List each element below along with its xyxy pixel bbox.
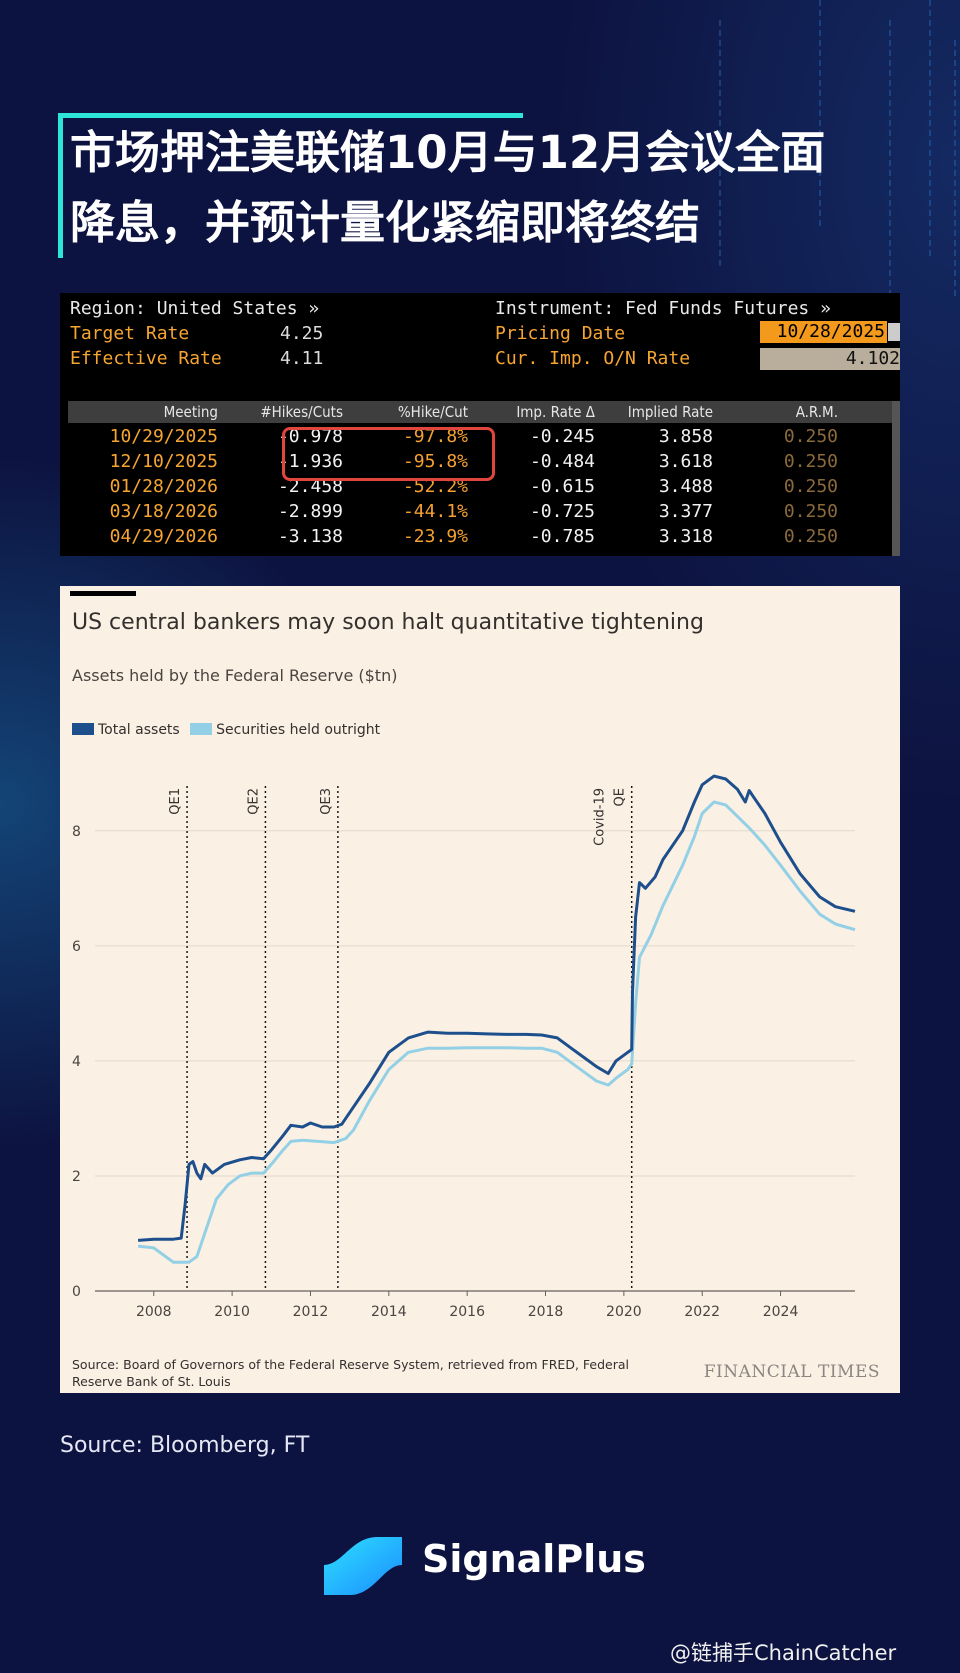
cell-meeting: 04/29/2026 xyxy=(109,526,218,547)
y-tick-label: 8 xyxy=(72,824,81,840)
cell-hikes: -2.458 xyxy=(277,476,343,497)
cell-implied: 3.618 xyxy=(658,451,713,472)
cell-arm: 0.250 xyxy=(783,426,838,447)
x-tick-label: 2018 xyxy=(528,1304,564,1320)
series-total-assets xyxy=(137,774,856,1242)
cell-implied: 3.318 xyxy=(658,526,713,547)
legend-swatch-total xyxy=(72,723,94,735)
cur-rate-label: Cur. Imp. O/N Rate xyxy=(495,348,691,369)
table-row[interactable]: 04/29/2026 -3.138 -23.9% -0.785 3.318 0.250 xyxy=(68,524,900,550)
cell-delta: -0.725 xyxy=(529,501,595,522)
annotation-label: Covid-19 xyxy=(593,788,608,846)
table-row[interactable]: 10/29/2025 -0.978 -97.8% -0.245 3.858 0.250 xyxy=(68,424,900,450)
signalplus-logo-icon xyxy=(324,1537,402,1595)
cell-delta: -0.615 xyxy=(529,476,595,497)
cell-delta: -0.245 xyxy=(529,426,595,447)
brand-logo: SignalPlus xyxy=(322,1535,646,1600)
cell-pct: -23.9% xyxy=(402,526,468,547)
legend-swatch-securities xyxy=(190,723,213,735)
region-label[interactable]: Region: United States » xyxy=(70,298,320,319)
ft-logo: FINANCIAL TIMES xyxy=(703,1362,880,1382)
brand-name: SignalPlus xyxy=(422,1537,646,1581)
cell-meeting: 03/18/2026 xyxy=(109,501,218,522)
col-arm[interactable]: A.R.M. xyxy=(795,403,838,421)
chart-source: Source: Board of Governors of the Federa… xyxy=(72,1357,629,1389)
y-tick-label: 0 xyxy=(72,1284,81,1300)
annotation-label: QE xyxy=(613,788,628,806)
bloomberg-terminal-panel: Region: United States » Instrument: Fed … xyxy=(60,293,900,556)
y-tick-label: 4 xyxy=(72,1054,81,1070)
table-row[interactable]: 03/18/2026 -2.899 -44.1% -0.725 3.377 0.250 xyxy=(68,499,900,525)
table-header: Meeting #Hikes/Cuts %Hike/Cut Imp. Rate … xyxy=(68,401,900,423)
cell-pct: -44.1% xyxy=(402,501,468,522)
series-securities-held xyxy=(137,800,856,1264)
headline-frame xyxy=(58,113,523,258)
annotation-label: QE2 xyxy=(246,788,261,815)
highlight-box xyxy=(282,427,495,481)
cell-hikes: -2.899 xyxy=(277,501,343,522)
cell-arm: 0.250 xyxy=(783,476,838,497)
cell-hikes: -0.978 xyxy=(277,426,343,447)
calendar-icon[interactable] xyxy=(888,323,900,341)
cell-implied: 3.858 xyxy=(658,426,713,447)
headline-line1: 市场押注美联储10月与12月会议全面 xyxy=(70,126,826,179)
headline-line2: 降息，并预计量化紧缩即将终结 xyxy=(70,196,701,249)
effective-rate-label: Effective Rate xyxy=(70,348,222,369)
x-tick-label: 2020 xyxy=(606,1304,642,1320)
table-row[interactable]: 01/28/2026 -2.458 -52.2% -0.615 3.488 0.250 xyxy=(68,474,900,500)
cell-pct: -52.2% xyxy=(402,476,468,497)
watermark: @链捕手ChainCatcher xyxy=(670,1641,897,1665)
cell-meeting: 12/10/2025 xyxy=(109,451,218,472)
cell-pct: -97.8% xyxy=(402,426,468,447)
page-source: Source: Bloomberg, FT xyxy=(60,1433,310,1458)
cell-meeting: 10/29/2025 xyxy=(109,426,218,447)
pricing-date-label: Pricing Date xyxy=(495,323,626,344)
col-pct[interactable]: %Hike/Cut xyxy=(397,403,468,421)
cell-hikes: -3.138 xyxy=(277,526,343,547)
col-meeting[interactable]: Meeting xyxy=(163,403,218,421)
x-tick-label: 2014 xyxy=(371,1304,407,1320)
cell-meeting: 01/28/2026 xyxy=(109,476,218,497)
legend-label-total: Total assets xyxy=(98,722,180,738)
ft-chart-card: US central bankers may soon halt quantit… xyxy=(60,586,900,1393)
ft-top-bar xyxy=(70,591,136,596)
cell-delta: -0.785 xyxy=(529,526,595,547)
cell-implied: 3.488 xyxy=(658,476,713,497)
col-implied[interactable]: Implied Rate xyxy=(627,403,713,421)
chart-title: US central bankers may soon halt quantit… xyxy=(72,610,704,635)
chart-plot: 0 2 4 6 8 2008 2010 2012 2014 2016 2018 2020 2022 202… xyxy=(72,774,856,1320)
cell-hikes: -1.936 xyxy=(277,451,343,472)
x-tick-label: 2010 xyxy=(214,1304,250,1320)
cell-arm: 0.250 xyxy=(783,501,838,522)
target-rate-label: Target Rate xyxy=(70,323,190,344)
annotation-label: QE1 xyxy=(168,788,183,815)
chart-subtitle: Assets held by the Federal Reserve ($tn) xyxy=(72,666,398,685)
x-tick-label: 2008 xyxy=(136,1304,172,1320)
pricing-date-field[interactable]: 10/28/2025 xyxy=(760,321,887,343)
effective-rate-value: 4.11 xyxy=(280,348,324,369)
col-hikes[interactable]: #Hikes/Cuts xyxy=(260,403,343,421)
scrollbar[interactable] xyxy=(892,401,900,556)
x-tick-label: 2016 xyxy=(449,1304,485,1320)
table-row[interactable]: 12/10/2025 -1.936 -95.8% -0.484 3.618 0.250 xyxy=(68,449,900,475)
cell-arm: 0.250 xyxy=(783,526,838,547)
cell-delta: -0.484 xyxy=(529,451,595,472)
cur-rate-field: 4.102 xyxy=(760,348,900,370)
headline: 市场押注美联储10月与12月会议全面 降息，并预计量化紧缩即将终结 xyxy=(70,118,890,258)
cell-pct: -95.8% xyxy=(402,451,468,472)
y-tick-label: 2 xyxy=(72,1169,81,1185)
annotation-label: QE3 xyxy=(319,788,334,815)
target-rate-value: 4.25 xyxy=(280,323,324,344)
x-tick-label: 2024 xyxy=(763,1304,799,1320)
decorative-lines xyxy=(719,0,956,330)
x-tick-label: 2012 xyxy=(293,1304,329,1320)
x-tick-label: 2022 xyxy=(684,1304,720,1320)
chart-legend: Total assets Securities held outright xyxy=(72,722,380,738)
instrument-label[interactable]: Instrument: Fed Funds Futures » xyxy=(495,298,831,319)
col-delta[interactable]: Imp. Rate Δ xyxy=(516,403,595,421)
y-tick-label: 6 xyxy=(72,939,81,955)
cell-implied: 3.377 xyxy=(658,501,713,522)
cell-arm: 0.250 xyxy=(783,451,838,472)
legend-label-securities: Securities held outright xyxy=(216,722,381,738)
